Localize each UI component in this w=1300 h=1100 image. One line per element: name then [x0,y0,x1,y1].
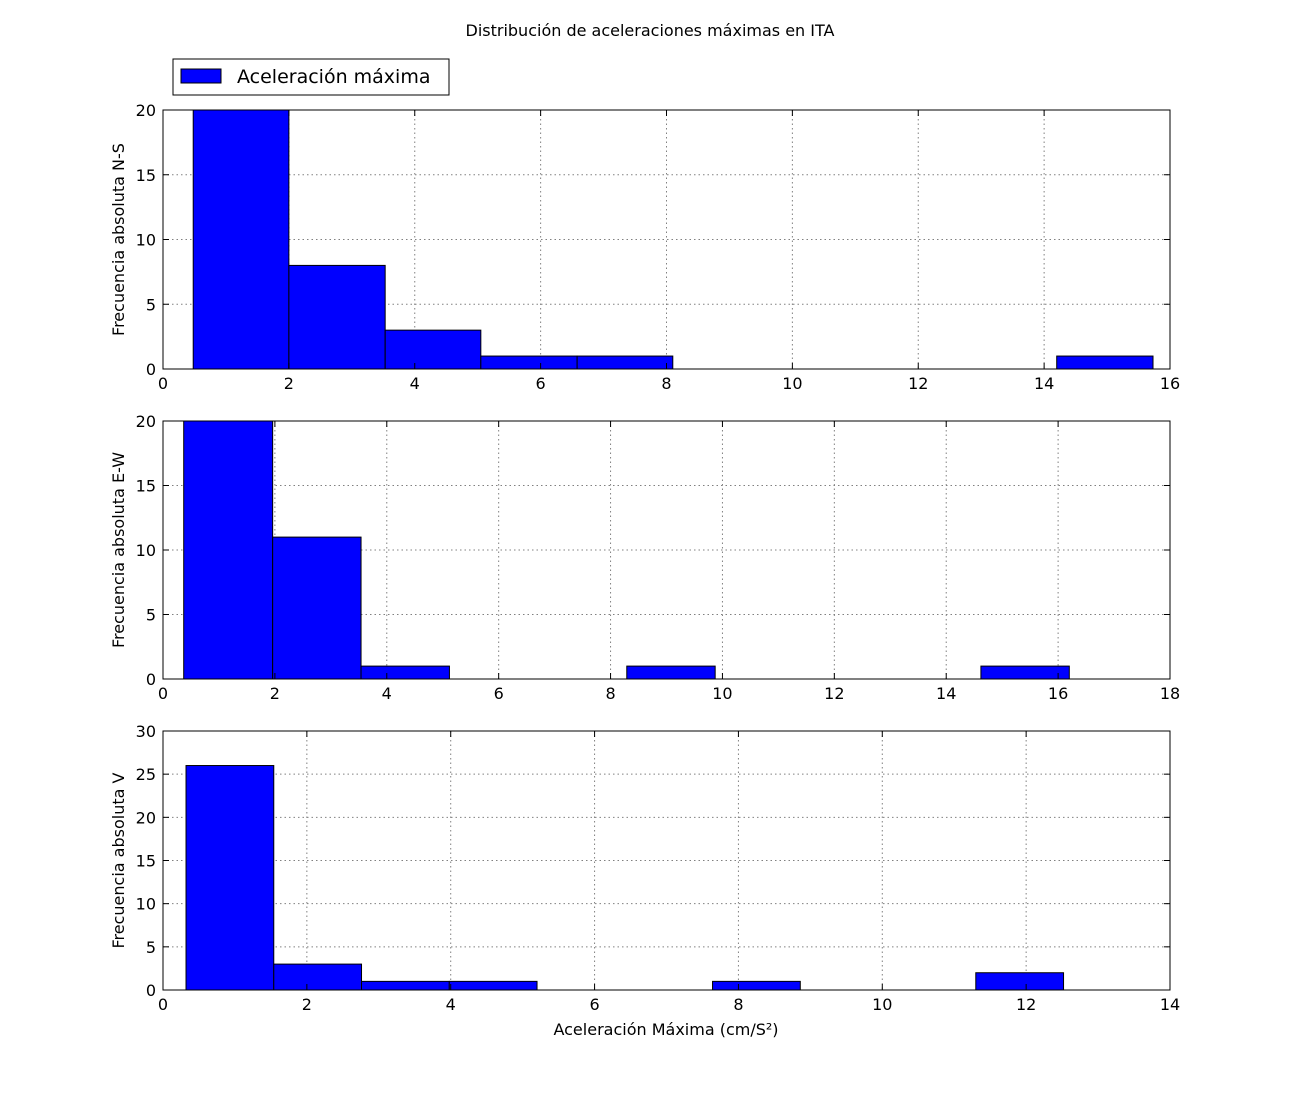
y-axis-label-ns: Frecuencia absoluta N-S [109,143,128,336]
x-tick-label: 2 [270,684,280,703]
histogram-bar-ew-5 [626,665,716,680]
y-tick-label: 25 [136,765,156,784]
panel-east-west: 0 2 4 6 8 10 12 14 16 18 0 5 10 15 20 Frecuencia absolu… [109,412,1180,703]
y-tick-label: 0 [146,360,156,379]
x-tick-label: 16 [1160,374,1180,393]
y-tick-label: 20 [136,412,156,431]
histogram-bar-v-3 [448,980,538,991]
y-tick-label: 10 [136,231,156,250]
y-tick-label: 0 [146,981,156,1000]
x-tick-label: 12 [1016,995,1036,1014]
x-tick-label: 6 [589,995,599,1014]
x-tick-label: 8 [733,995,743,1014]
y-tick-label: 15 [136,166,156,185]
x-tick-label: 14 [936,684,956,703]
histogram-bar-ns-0 [192,109,290,370]
x-tick-label: 12 [824,684,844,703]
histogram-bar-ns-1 [288,264,386,370]
x-tick-label: 14 [1034,374,1054,393]
histogram-bar-v-9 [975,972,1065,991]
histogram-bar-ew-1 [272,536,362,680]
histogram-bar-v-6 [712,980,801,991]
histogram-bar-ns-3 [480,355,578,370]
y-tick-label: 15 [136,477,156,496]
x-tick-label: 4 [410,374,420,393]
x-axis-label: Aceleración Máxima (cm/S²) [553,1020,778,1039]
x-tick-label: 10 [712,684,732,703]
histogram-bar-v-1 [273,963,363,991]
x-tick-label: 2 [284,374,294,393]
y-axis-label-ew: Frecuencia absoluta E-W [109,452,128,648]
y-tick-label: 20 [136,808,156,827]
x-tick-label: 10 [872,995,892,1014]
panel-north-south: 0 2 4 6 8 10 12 14 16 0 5 10 15 20 Frecuencia absoluta… [109,101,1180,393]
x-tick-label: 2 [302,995,312,1014]
y-tick-label: 20 [136,101,156,120]
y-tick-label: 15 [136,852,156,871]
y-tick-label: 10 [136,895,156,914]
figure-title: Distribución de aceleraciones máximas en… [466,21,835,40]
histogram-bar-ew-2 [360,665,450,680]
panel-vertical: 0 2 4 6 8 10 12 14 0 5 10 15 20 25 30 Frecuencia absolu… [109,722,1180,1014]
legend-label: Aceleración máxima [237,66,430,88]
x-tick-label: 10 [782,374,802,393]
x-tick-label: 0 [158,995,168,1014]
histogram-bar-ns-2 [384,329,482,370]
x-tick-label: 14 [1160,995,1180,1014]
histogram-bar-ew-0 [183,420,274,680]
y-tick-label: 5 [146,295,156,314]
y-tick-label: 30 [136,722,156,741]
x-tick-label: 18 [1160,684,1180,703]
x-tick-label: 8 [605,684,615,703]
x-tick-label: 0 [158,684,168,703]
x-tick-label: 6 [536,374,546,393]
x-tick-label: 6 [494,684,504,703]
legend: Aceleración máxima [172,58,450,96]
y-axis-label-v: Frecuencia absoluta V [109,772,128,948]
x-tick-label: 0 [158,374,168,393]
histogram-bar-ew-9 [980,665,1070,680]
x-tick-label: 4 [446,995,456,1014]
x-tick-label: 16 [1048,684,1068,703]
legend-swatch [180,68,222,84]
y-tick-label: 10 [136,541,156,560]
histogram-bar-v-2 [361,980,450,991]
x-tick-label: 8 [661,374,671,393]
y-tick-label: 5 [146,938,156,957]
histogram-bar-ns-9 [1056,355,1154,370]
x-tick-label: 12 [908,374,928,393]
histogram-bar-ns-4 [576,355,674,370]
x-tick-label: 4 [382,684,392,703]
y-tick-label: 5 [146,606,156,625]
histogram-bar-v-0 [185,765,275,991]
y-tick-label: 0 [146,670,156,689]
